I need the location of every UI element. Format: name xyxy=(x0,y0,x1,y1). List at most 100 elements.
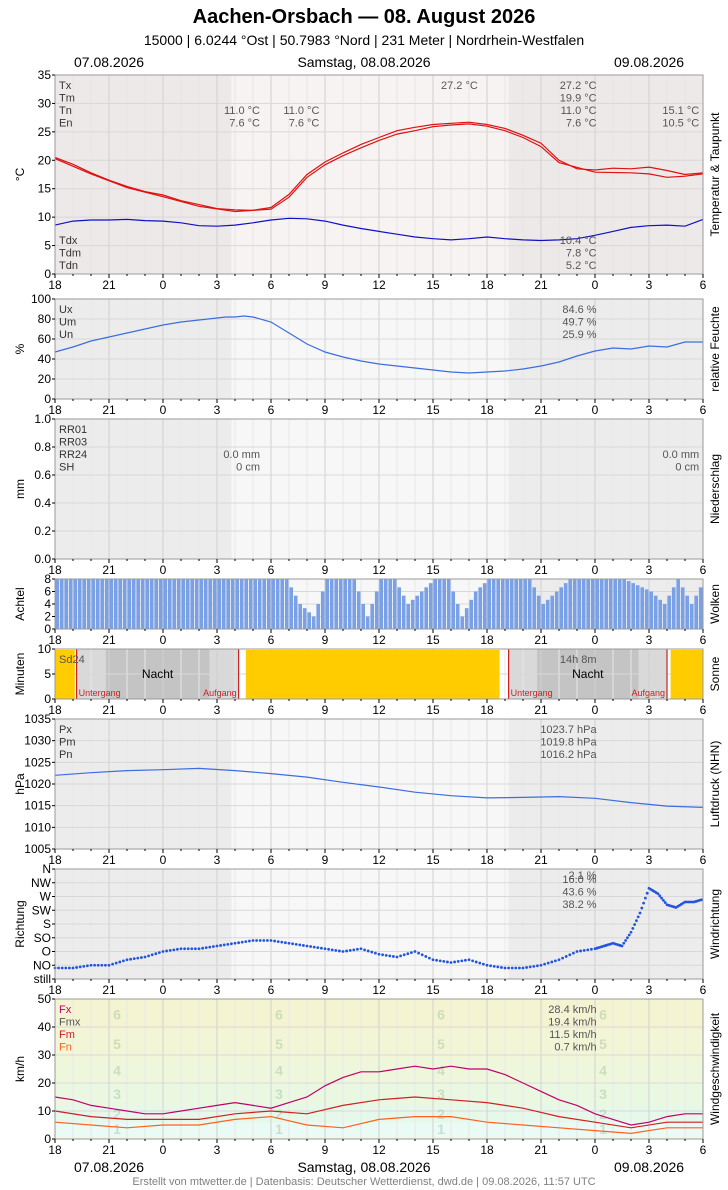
wind-direction-point xyxy=(96,963,100,967)
sunshine-block xyxy=(245,650,500,699)
x-tick-label: 6 xyxy=(700,703,707,717)
cloud-bar xyxy=(545,599,550,629)
cloud-bar xyxy=(653,595,658,629)
value-annotation: 28.4 km/h xyxy=(548,1004,596,1016)
value-annotation: 10.5 °C xyxy=(662,118,699,130)
cloud-bar xyxy=(212,579,217,629)
cloud-bar xyxy=(307,612,311,629)
cloud-bar xyxy=(158,579,163,629)
beaufort-number: 5 xyxy=(599,1036,607,1052)
x-tick-label: 12 xyxy=(372,983,386,997)
x-tick-label: 15 xyxy=(426,1143,440,1157)
cloud-bar xyxy=(631,583,635,629)
y-tick-label: 15 xyxy=(38,182,52,196)
sunset-label: Untergang xyxy=(511,688,553,698)
cloud-bar xyxy=(622,579,626,629)
wind-direction-point xyxy=(428,956,431,960)
cloud-bar xyxy=(608,579,613,629)
beaufort-number: 5 xyxy=(275,1036,283,1052)
cloud-bar xyxy=(590,579,595,629)
series-line-u xyxy=(54,315,703,374)
wind-direction-point xyxy=(492,964,496,968)
cloud-bar xyxy=(244,579,248,629)
y-axis-label: Achtel xyxy=(13,587,27,620)
y-tick-label: 5 xyxy=(44,239,51,253)
wind-direction-point xyxy=(172,948,176,952)
y-axis-label: Minuten xyxy=(13,653,27,696)
y-tick-label: 25 xyxy=(38,125,52,139)
x-tick-label: 12 xyxy=(372,633,386,647)
cloud-bar xyxy=(676,579,680,629)
temp-tint xyxy=(55,75,703,274)
row-label: RR03 xyxy=(59,437,87,449)
cloud-bar xyxy=(554,591,559,629)
night-shading xyxy=(55,75,232,274)
wind-direction-point xyxy=(276,940,280,943)
x-tick-label: 0 xyxy=(160,278,167,292)
y-tick-label: 1030 xyxy=(24,734,51,748)
wind-direction-point xyxy=(528,965,532,969)
cloud-bar xyxy=(649,591,653,629)
panel-title: Windrichtung xyxy=(708,889,722,959)
wind-direction-point xyxy=(642,901,645,905)
wind-direction-point xyxy=(71,966,75,970)
x-tick-label: 3 xyxy=(646,403,653,417)
cloud-bar xyxy=(599,579,604,629)
x-tick-label: 18 xyxy=(48,563,62,577)
x-tick-label: 21 xyxy=(102,703,116,717)
cloud-bar xyxy=(266,579,271,629)
wind-direction-point xyxy=(215,944,219,948)
value-annotation: 15.1 °C xyxy=(662,105,699,117)
wind-direction-point xyxy=(629,930,633,934)
y-axis-label: mm xyxy=(13,479,27,499)
wind-direction-point xyxy=(338,949,341,953)
wind-direction-point xyxy=(132,957,136,961)
wind-direction-point xyxy=(399,954,402,958)
x-tick-label: 0 xyxy=(592,853,599,867)
x-tick-label: 21 xyxy=(102,633,116,647)
y-axis-label: °C xyxy=(13,167,27,181)
night-shading xyxy=(55,419,232,559)
cloud-bar xyxy=(64,579,68,629)
cloud-bar xyxy=(347,579,352,629)
wind-direction-point xyxy=(482,962,485,966)
x-tick-label: 6 xyxy=(700,1143,707,1157)
x-tick-label: 21 xyxy=(102,1143,116,1157)
x-tick-label: 18 xyxy=(480,983,494,997)
x-tick-label: 0 xyxy=(160,853,167,867)
wind-direction-point xyxy=(302,944,305,947)
wind-direction-point xyxy=(273,939,276,943)
date-right-bottom: 09.08.2026 xyxy=(614,1159,685,1175)
cloud-bar xyxy=(253,579,257,629)
wind-direction-point xyxy=(640,906,644,910)
date-center-bottom: Samstag, 08.08.2026 xyxy=(297,1159,431,1175)
date-left-bottom: 07.08.2026 xyxy=(74,1159,145,1175)
x-tick-label: 18 xyxy=(48,983,62,997)
x-tick-label: 12 xyxy=(372,278,386,292)
cloud-bar xyxy=(671,587,676,629)
cloud-bar xyxy=(334,579,338,629)
x-tick-label: 18 xyxy=(48,633,62,647)
x-tick-label: 12 xyxy=(372,703,386,717)
y-tick-label: W xyxy=(40,890,52,904)
x-tick-label: 9 xyxy=(322,853,329,867)
x-tick-label: 6 xyxy=(268,853,275,867)
cloud-bar xyxy=(568,579,572,629)
x-tick-label: 9 xyxy=(322,403,329,417)
cloud-bar xyxy=(154,579,158,629)
x-tick-label: 21 xyxy=(534,563,548,577)
y-tick-label: 20 xyxy=(38,153,52,167)
x-tick-label: 0 xyxy=(592,703,599,717)
y-tick-label: 20 xyxy=(38,372,52,386)
wind-direction-point xyxy=(631,927,635,930)
value-annotation: 43.6 % xyxy=(562,887,596,899)
beaufort-number: 5 xyxy=(437,1036,445,1052)
x-tick-label: 6 xyxy=(268,403,275,417)
cloud-bar xyxy=(689,604,694,629)
x-tick-label: 3 xyxy=(214,853,221,867)
wind-direction-point xyxy=(392,955,395,958)
y-axis-label: % xyxy=(13,343,27,354)
cloud-bar xyxy=(172,579,176,629)
x-tick-label: 21 xyxy=(534,703,548,717)
